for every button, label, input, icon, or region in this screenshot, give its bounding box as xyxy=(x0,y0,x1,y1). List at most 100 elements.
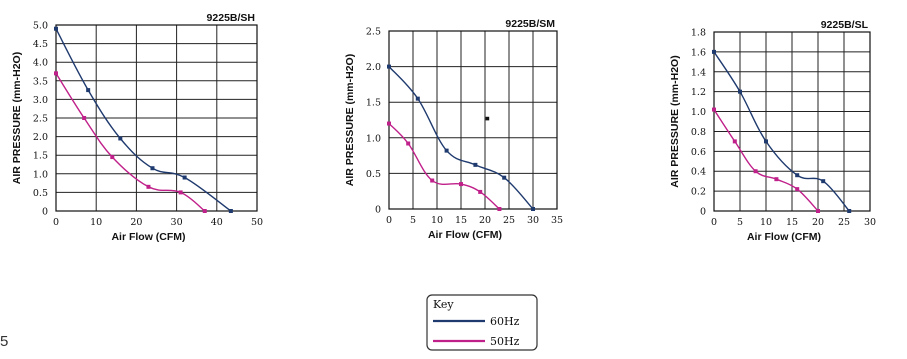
x-axis-label: Air Flow (CFM) xyxy=(747,231,821,243)
y-axis-label: AIR PRESSURE (mm-H2O) xyxy=(669,55,681,187)
legend-title: Key xyxy=(433,298,454,311)
data-point xyxy=(86,88,91,93)
data-point xyxy=(478,189,483,194)
data-point xyxy=(182,175,187,180)
x-tick-label: 30 xyxy=(864,217,876,228)
data-point xyxy=(228,209,233,213)
y-tick-label: 1.6 xyxy=(691,47,706,58)
data-point xyxy=(712,107,716,112)
series-line-60Hz xyxy=(55,28,232,212)
x-tick-label: 5 xyxy=(410,215,416,226)
y-tick-label: 5.0 xyxy=(33,21,48,32)
y-tick-label: 0 xyxy=(375,205,381,216)
data-point xyxy=(118,136,123,141)
x-tick-label: 25 xyxy=(503,215,515,226)
series-line-60Hz xyxy=(713,51,850,212)
x-tick-label: 50 xyxy=(251,217,263,228)
y-tick-label: 1.0 xyxy=(33,169,48,180)
data-point xyxy=(430,178,435,183)
y-tick-label: 3.5 xyxy=(33,76,48,87)
data-point xyxy=(387,121,391,126)
stray-point xyxy=(485,116,490,121)
series-line-50Hz xyxy=(55,73,206,212)
plot-frame xyxy=(388,30,558,210)
data-point xyxy=(54,71,58,76)
x-tick-label: 20 xyxy=(130,217,142,228)
chart-title: 9225B/SL xyxy=(821,19,869,31)
x-tick-label: 0 xyxy=(53,217,59,228)
x-tick-label: 10 xyxy=(760,217,772,228)
x-axis-label: Air Flow (CFM) xyxy=(428,229,502,241)
data-point xyxy=(531,207,535,211)
x-tick-label: 25 xyxy=(838,217,850,228)
chart-title: 9225B/SH xyxy=(207,12,255,24)
x-tick-label: 40 xyxy=(211,217,223,228)
y-tick-label: 4.0 xyxy=(33,58,48,69)
data-point xyxy=(764,139,768,144)
data-point xyxy=(497,207,502,211)
data-point xyxy=(732,139,737,144)
chart-3: 9225B/SL 0 0.2 0.4 0.6 0.8 1.0 1.2 1.4 1.6 1.8 0 5 10… xyxy=(669,19,876,243)
data-point xyxy=(821,179,826,184)
data-point xyxy=(738,89,742,94)
legend-box xyxy=(426,294,538,351)
y-tick-label: 1.4 xyxy=(691,67,706,78)
chart-title: 9225B/SM xyxy=(505,18,555,30)
data-point xyxy=(753,169,758,174)
data-point xyxy=(110,155,115,160)
y-tick-label: 0.4 xyxy=(691,167,706,178)
y-tick-label: 2.5 xyxy=(33,114,48,125)
x-tick-label: 5 xyxy=(737,217,743,228)
data-point xyxy=(502,175,507,180)
data-point xyxy=(444,148,449,153)
data-point xyxy=(82,116,87,120)
y-tick-label: 4.5 xyxy=(33,39,48,50)
plot-frame xyxy=(55,24,258,212)
legend-label: 50Hz xyxy=(490,335,520,348)
data-point xyxy=(795,173,800,178)
x-tick-label: 10 xyxy=(90,217,102,228)
y-tick-label: 0.5 xyxy=(33,188,48,199)
data-point xyxy=(847,209,852,213)
x-tick-label: 20 xyxy=(812,217,824,228)
data-point xyxy=(459,182,463,187)
y-tick-label: 1.0 xyxy=(691,107,706,118)
y-tick-label: 0.6 xyxy=(691,147,706,158)
plot-frame xyxy=(713,31,871,212)
y-axis-label: AIR PRESSURE (mm-H2O) xyxy=(344,54,356,186)
data-point xyxy=(473,162,478,167)
y-tick-label: 1.2 xyxy=(691,87,706,98)
data-point xyxy=(406,141,411,146)
data-point xyxy=(774,177,779,182)
data-point xyxy=(415,96,420,101)
data-point xyxy=(816,209,820,213)
y-tick-label: 1.8 xyxy=(691,28,706,39)
x-tick-label: 20 xyxy=(479,215,491,226)
x-axis-label: Air Flow (CFM) xyxy=(111,231,185,243)
chart-1: 9225B/SH 0 0.5 1.0 1.5 2.0 2.5 3.0 3.5 4.0 4.5 5.0 0… xyxy=(11,12,263,243)
y-tick-label: 2.0 xyxy=(33,132,48,143)
y-tick-label: 2.5 xyxy=(366,27,381,38)
data-point xyxy=(387,64,391,69)
data-point xyxy=(795,187,800,192)
x-tick-label: 30 xyxy=(527,215,539,226)
data-point xyxy=(202,209,207,213)
series-line-60Hz xyxy=(388,66,534,210)
y-tick-label: 0.5 xyxy=(366,169,381,180)
y-tick-label: 0 xyxy=(42,207,48,218)
y-tick-label: 1.5 xyxy=(366,98,381,109)
x-tick-label: 0 xyxy=(386,215,392,226)
y-tick-label: 0.8 xyxy=(691,127,706,138)
x-tick-label: 15 xyxy=(786,217,798,228)
y-tick-label: 2.0 xyxy=(366,62,381,73)
y-tick-label: 1.5 xyxy=(33,151,48,162)
x-tick-label: 30 xyxy=(171,217,183,228)
x-tick-label: 10 xyxy=(431,215,443,226)
legend: Key 60Hz 50Hz xyxy=(426,294,538,351)
page-number: 5 xyxy=(0,333,9,350)
legend-label: 60Hz xyxy=(490,315,520,328)
data-point xyxy=(150,166,155,171)
y-tick-label: 3.0 xyxy=(33,95,48,106)
chart-2: 9225B/SM 0 0.5 1.0 1.5 2.0 2.5 0 5 10 15 20 25 30 35 Ai… xyxy=(344,18,563,241)
